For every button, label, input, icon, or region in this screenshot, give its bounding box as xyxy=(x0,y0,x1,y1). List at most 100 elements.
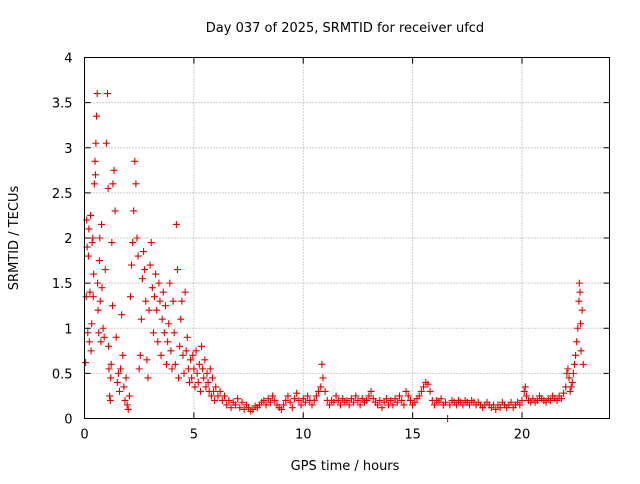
y-tick-label: 0.5 xyxy=(52,367,73,382)
data-point xyxy=(175,374,183,382)
data-point xyxy=(563,369,571,377)
data-point xyxy=(542,398,550,406)
data-point xyxy=(177,315,185,323)
data-point xyxy=(161,302,169,310)
data-point xyxy=(431,401,438,409)
data-point xyxy=(157,351,165,359)
data-point xyxy=(567,383,575,391)
data-point xyxy=(223,401,231,409)
data-point xyxy=(389,401,397,409)
data-point xyxy=(178,297,186,305)
data-point xyxy=(188,374,196,382)
data-point xyxy=(119,351,127,359)
data-point xyxy=(354,396,362,404)
data-point xyxy=(172,220,180,228)
data-point xyxy=(293,389,301,397)
data-point xyxy=(103,90,111,98)
data-point xyxy=(158,315,166,323)
data-point xyxy=(116,387,123,395)
data-point xyxy=(352,392,360,400)
data-point xyxy=(260,396,268,404)
data-point xyxy=(107,374,115,382)
data-point xyxy=(271,396,279,404)
data-point xyxy=(216,387,224,395)
data-point xyxy=(123,401,131,409)
data-point xyxy=(122,374,130,382)
data-point xyxy=(266,398,274,406)
data-point xyxy=(575,297,583,305)
data-point xyxy=(195,360,203,368)
data-point xyxy=(173,266,181,274)
data-point xyxy=(96,234,104,242)
data-point xyxy=(133,234,141,242)
data-point xyxy=(564,365,572,373)
data-point xyxy=(95,329,103,337)
data-point xyxy=(156,297,164,305)
data-point xyxy=(520,387,528,395)
data-point xyxy=(496,404,504,412)
data-point xyxy=(225,396,233,404)
data-point xyxy=(426,387,434,395)
data-point xyxy=(334,396,342,404)
data-point xyxy=(557,395,565,403)
data-point xyxy=(326,401,333,409)
data-point xyxy=(190,365,198,373)
x-tick-label: 5 xyxy=(190,428,198,443)
data-point xyxy=(108,239,116,247)
data-point xyxy=(363,396,371,404)
data-point xyxy=(203,369,211,377)
data-point xyxy=(87,347,95,355)
data-point xyxy=(153,306,161,314)
data-point xyxy=(135,365,143,373)
data-point xyxy=(238,398,246,406)
data-point xyxy=(104,184,112,192)
data-point xyxy=(374,401,382,409)
y-tick-label: 3.5 xyxy=(52,97,73,112)
data-point xyxy=(85,338,93,346)
data-point xyxy=(198,342,206,350)
data-point xyxy=(516,401,524,409)
data-point xyxy=(336,401,344,409)
data-point xyxy=(269,392,277,400)
data-point xyxy=(284,392,292,400)
data-point xyxy=(315,387,323,395)
data-point xyxy=(404,392,412,400)
data-point xyxy=(137,315,145,323)
data-point xyxy=(214,392,222,400)
data-point xyxy=(396,392,403,400)
y-tick-label: 2 xyxy=(64,232,72,247)
data-point xyxy=(452,401,460,409)
data-point xyxy=(105,342,113,350)
data-point xyxy=(85,225,93,233)
data-point xyxy=(575,279,583,287)
x-tick-label: 15 xyxy=(404,428,421,443)
data-point xyxy=(102,139,110,147)
data-point xyxy=(99,324,107,332)
data-point xyxy=(202,383,210,391)
data-point xyxy=(144,374,152,382)
data-point xyxy=(387,396,395,404)
data-point xyxy=(378,404,386,412)
data-point xyxy=(110,166,118,174)
data-point xyxy=(492,405,500,413)
chart-title: Day 037 of 2025, SRMTID for receiver ufc… xyxy=(206,21,484,36)
data-point xyxy=(208,374,216,382)
x-tick-label: 0 xyxy=(80,428,88,443)
data-point xyxy=(367,387,375,395)
data-point xyxy=(288,404,296,412)
data-point xyxy=(94,306,102,314)
data-point xyxy=(125,392,133,400)
data-point xyxy=(317,383,325,391)
data-point xyxy=(126,293,134,301)
data-point xyxy=(94,279,102,287)
data-point xyxy=(262,401,270,409)
data-point xyxy=(121,396,129,404)
data-point xyxy=(299,395,307,403)
data-point xyxy=(170,329,178,337)
data-point xyxy=(553,396,561,404)
data-point xyxy=(97,338,105,346)
data-point xyxy=(201,356,209,364)
data-point xyxy=(380,398,388,406)
data-point xyxy=(339,395,347,403)
data-point xyxy=(264,395,272,403)
